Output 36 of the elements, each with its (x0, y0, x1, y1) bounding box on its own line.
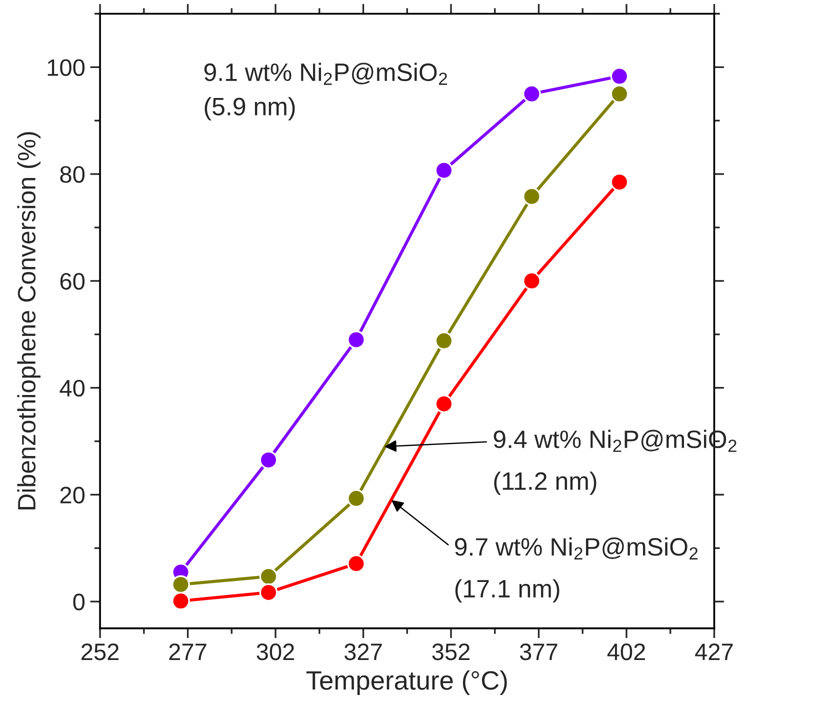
point (347, 330, 366, 349)
text: 9.1 wt% Ni$_{2}$P@mSiO$_{2}$ (5.9 nm) (204, 62, 447, 120)
point (172, 575, 190, 594)
annotation: 9.7 wt% Ni$_{2}$P@mSiO$_{2}$ (455, 537, 698, 560)
point (522, 84, 541, 104)
x-axis-title: Temperature (°C) (306, 670, 507, 696)
y-tick-label: 20 (60, 486, 85, 504)
point (522, 272, 541, 290)
point (347, 489, 366, 508)
point (172, 592, 190, 610)
point (434, 394, 454, 414)
y-tick-label: 80 (60, 166, 85, 183)
point (522, 187, 541, 206)
x-tick-label: 377 (520, 643, 558, 660)
x-tick-label: 327 (344, 643, 382, 660)
annotation: (11.2 nm) (494, 472, 596, 495)
point (259, 450, 278, 470)
point (610, 67, 629, 86)
point (434, 161, 454, 180)
point (347, 554, 366, 573)
point (259, 583, 278, 602)
y-tick-label: 100 (48, 59, 85, 76)
x-tick-label: 252 (82, 643, 119, 660)
y-tick-label: 40 (60, 380, 85, 397)
y-axis-title: Dibenzothiophene Conversion (%) (17, 132, 41, 510)
annotation: (17.1 nm) (455, 579, 560, 602)
y-tick-label: 0 (73, 594, 85, 610)
point (610, 172, 629, 192)
x-tick-label: 402 (607, 643, 645, 660)
point (434, 332, 454, 350)
x-tick-label: 352 (432, 643, 470, 660)
y-tick-label: 60 (60, 273, 85, 290)
x-tick-label: 302 (256, 643, 294, 660)
point (610, 84, 629, 104)
x-tick-label: 277 (169, 643, 206, 660)
x-tick-label: 427 (695, 643, 733, 660)
